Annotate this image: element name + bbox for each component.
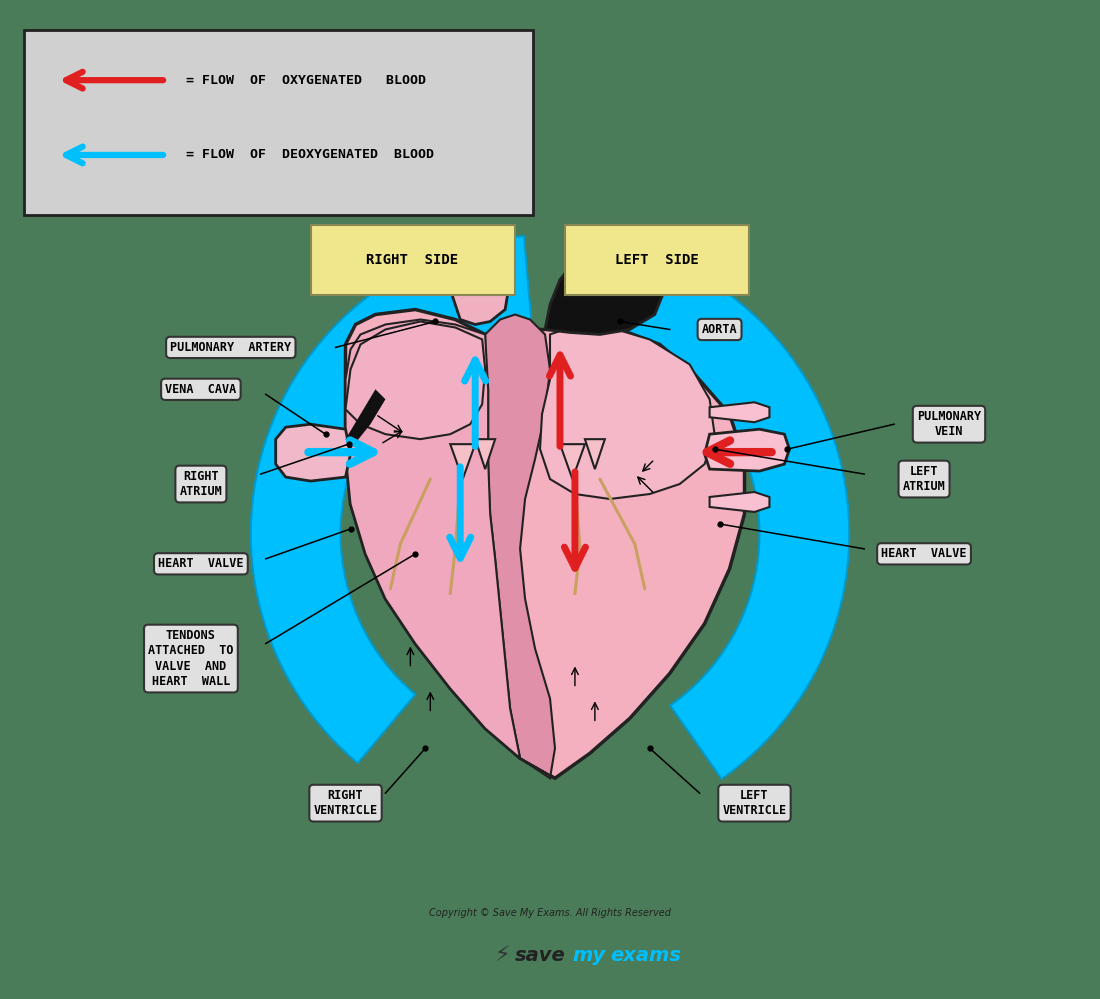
FancyBboxPatch shape: [24, 30, 534, 215]
Polygon shape: [345, 320, 556, 778]
Polygon shape: [569, 236, 849, 779]
FancyBboxPatch shape: [310, 225, 515, 295]
Text: LEFT  SIDE: LEFT SIDE: [615, 253, 698, 267]
Text: TENDONS
ATTACHED  TO
VALVE  AND
HEART  WALL: TENDONS ATTACHED TO VALVE AND HEART WALL: [148, 628, 233, 688]
Polygon shape: [560, 445, 585, 480]
FancyBboxPatch shape: [565, 225, 749, 295]
Text: RIGHT
VENTRICLE: RIGHT VENTRICLE: [314, 789, 377, 817]
Polygon shape: [485, 315, 556, 778]
Text: RIGHT  SIDE: RIGHT SIDE: [366, 253, 459, 267]
Text: HEART  VALVE: HEART VALVE: [881, 547, 967, 560]
Polygon shape: [544, 240, 609, 330]
Text: = FLOW  OF  OXYGENATED   BLOOD: = FLOW OF OXYGENATED BLOOD: [186, 74, 426, 87]
Polygon shape: [251, 236, 531, 763]
Text: exams: exams: [609, 946, 681, 965]
Text: save: save: [515, 946, 565, 965]
Polygon shape: [705, 430, 790, 472]
Text: AORTA: AORTA: [702, 323, 737, 336]
Polygon shape: [345, 310, 745, 778]
Text: RIGHT
ATRIUM: RIGHT ATRIUM: [179, 470, 222, 499]
Polygon shape: [540, 328, 715, 500]
Text: = FLOW  OF  DEOXYGENATED  BLOOD: = FLOW OF DEOXYGENATED BLOOD: [186, 149, 433, 162]
Polygon shape: [450, 445, 475, 480]
Polygon shape: [345, 390, 385, 450]
Polygon shape: [345, 322, 485, 440]
Polygon shape: [544, 240, 664, 335]
Text: Copyright © Save My Exams. All Rights Reserved: Copyright © Save My Exams. All Rights Re…: [429, 908, 671, 918]
Text: LEFT
ATRIUM: LEFT ATRIUM: [903, 465, 945, 494]
Text: PULMONARY
VEIN: PULMONARY VEIN: [917, 410, 981, 439]
Polygon shape: [585, 440, 605, 470]
Polygon shape: [710, 493, 769, 511]
Text: LEFT
VENTRICLE: LEFT VENTRICLE: [723, 789, 786, 817]
Polygon shape: [276, 425, 351, 482]
Text: my: my: [572, 946, 605, 965]
Polygon shape: [475, 440, 495, 470]
Text: ⚡: ⚡: [495, 946, 510, 966]
Text: VENA  CAVA: VENA CAVA: [165, 383, 236, 396]
Polygon shape: [710, 403, 769, 423]
Text: HEART  VALVE: HEART VALVE: [158, 557, 243, 570]
Text: PULMONARY  ARTERY: PULMONARY ARTERY: [170, 341, 292, 354]
Polygon shape: [446, 245, 510, 325]
